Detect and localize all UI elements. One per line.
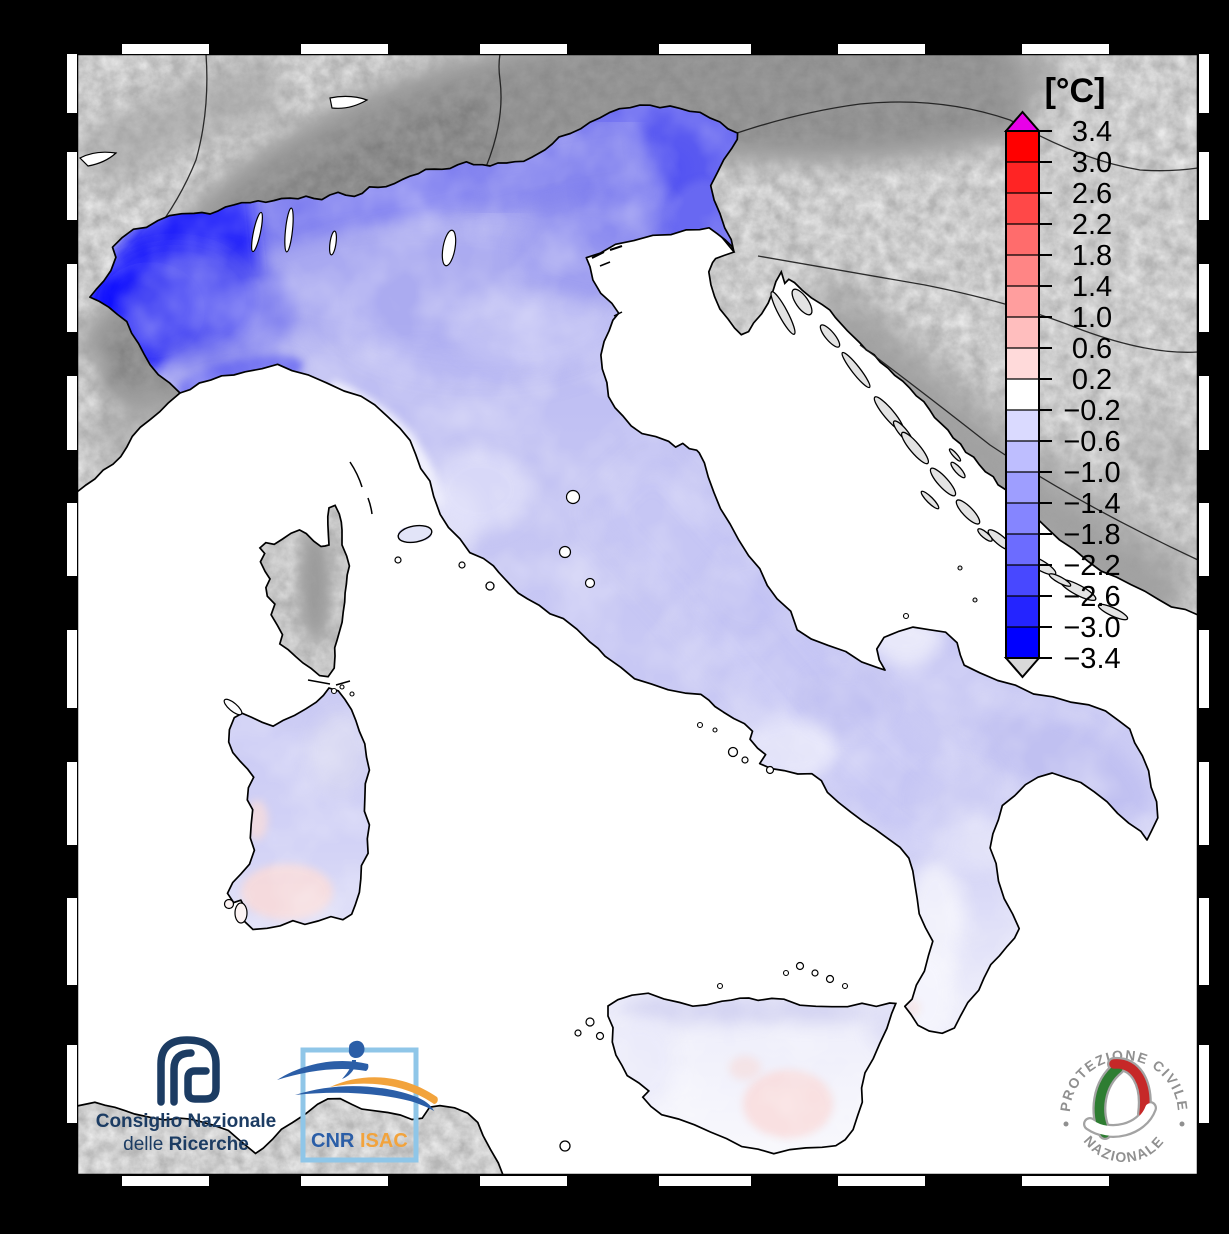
svg-text:−1.8: −1.8 [1063,519,1120,551]
svg-text:ISAC: ISAC [360,1130,408,1152]
svg-text:−1.4: −1.4 [1063,488,1120,520]
svg-text:1.0: 1.0 [1072,302,1112,334]
svg-text:2.6: 2.6 [1072,178,1112,210]
svg-text:delle Ricerche: delle Ricerche [123,1134,249,1155]
svg-text:[°C]: [°C] [1045,72,1106,110]
svg-text:3.0: 3.0 [1072,147,1112,179]
svg-text:−1.0: −1.0 [1063,457,1120,489]
svg-text:2.2: 2.2 [1072,209,1112,241]
svg-text:0.6: 0.6 [1072,333,1112,365]
svg-text:−3.0: −3.0 [1063,612,1120,644]
svg-text:3.4: 3.4 [1072,116,1112,148]
svg-text:−2.6: −2.6 [1063,581,1120,613]
svg-text:−2.2: −2.2 [1063,550,1120,582]
svg-text:−0.6: −0.6 [1063,426,1120,458]
svg-text:1.8: 1.8 [1072,240,1112,272]
svg-text:−3.4: −3.4 [1063,643,1120,675]
svg-text:−0.2: −0.2 [1063,395,1120,427]
svg-text:1.4: 1.4 [1072,271,1112,303]
svg-text:0.2: 0.2 [1072,364,1112,396]
svg-text:CNR: CNR [311,1130,355,1152]
svg-text:Consiglio Nazionale: Consiglio Nazionale [96,1111,277,1132]
